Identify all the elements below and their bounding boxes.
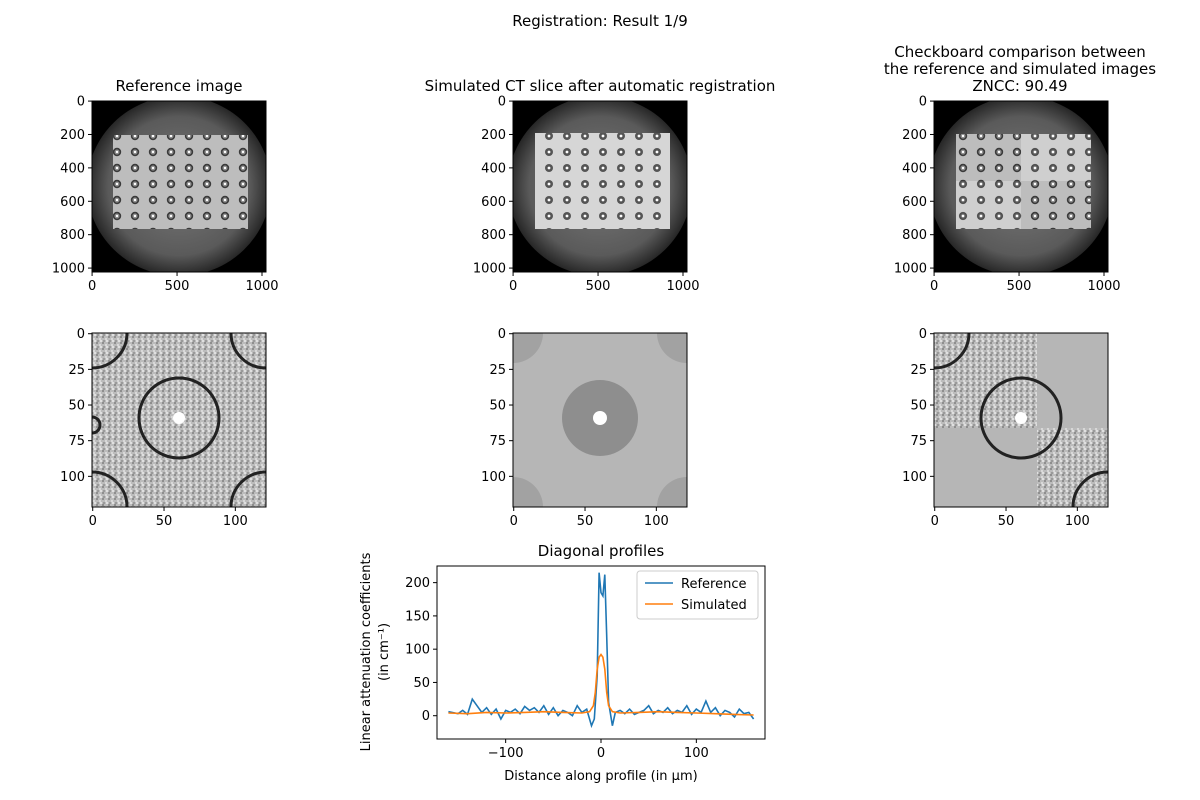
checkboard-crop-x-tick-label: 100 [1065,514,1090,529]
chart-y-tick-label: 150 [405,609,430,624]
chart-x-tick-label: −100 [488,746,524,761]
simulated-full-image [513,101,687,272]
reference-full-y-tick-label: 1000 [52,262,85,277]
checkboard-full-x-tick-label: 1000 [1087,279,1120,294]
figure-title: Registration: Result 1/9 [512,12,688,30]
checkboard-full-y-tick-label: 200 [902,128,927,143]
profile-chart: Diagonal profiles −100 0 100 0 50 100 150 200 D… [359,542,766,784]
checkboard-full-y-tick-label: 600 [902,195,927,210]
reference-image-title: Reference image [115,77,243,95]
reference-full-x-tick-label: 1000 [245,279,278,294]
simulated-full-y-tick-label: 1000 [473,262,506,277]
checkboard-title-line2: the reference and simulated images [883,60,1157,78]
simulated-full-x-tick-label: 0 [509,279,517,294]
reference-crop-y-tick-label: 100 [60,470,85,485]
y-axis-label-line1: Linear attenuation coefficients [359,552,374,751]
simulated-image-title: Simulated CT slice after automatic regis… [424,77,776,95]
checkboard-crop-x-tick-label: 0 [931,514,939,529]
reference-full-x-tick-label: 500 [165,279,190,294]
image-frames [91,100,1109,508]
reference-full-y-tick-label: 200 [60,128,85,143]
series-line-simulated [448,653,754,716]
checkboard-title-line1: Checkboard comparison between [894,43,1146,61]
checkboard-full-y-tick-label: 400 [902,161,927,176]
checkboard-full-image [934,101,1108,272]
chart-x-tick-label: 100 [684,746,709,761]
checkboard-title-zncc: ZNCC: 90.49 [972,77,1068,95]
checkboard-full-x-tick-label: 500 [1007,279,1032,294]
reference-crop-x-tick-label: 0 [89,514,97,529]
simulated-crop-y-tick-label: 0 [498,327,506,342]
reference-crop-x-tick-label: 100 [223,514,248,529]
reference-full-x-tick-label: 0 [88,279,96,294]
checkboard-full-x-tick-label: 0 [930,279,938,294]
reference-crop-y-tick-label: 75 [68,434,85,449]
simulated-crop-y-tick-label: 25 [489,363,506,378]
reference-full-y-tick-label: 600 [60,195,85,210]
simulated-crop-x-tick-label: 100 [644,514,669,529]
reference-full-y-tick-label: 0 [77,95,85,110]
reference-full-y-tick-label: 400 [60,161,85,176]
simulated-crop-x-tick-label: 50 [577,514,594,529]
reference-crop-x-tick-label: 50 [156,514,173,529]
reference-full-image [92,101,266,272]
simulated-crop-y-tick-label: 75 [489,434,506,449]
simulated-full-x-tick-label: 500 [586,279,611,294]
chart-x-tick-label: 0 [597,746,605,761]
checkboard-crop-image [934,333,1108,507]
chart-title: Diagonal profiles [538,542,665,560]
simulated-full-x-tick-label: 1000 [666,279,699,294]
reference-crop-y-tick-label: 50 [68,399,85,414]
series-line-reference [448,572,755,729]
reference-crop-y-tick-label: 0 [77,327,85,342]
checkboard-crop-y-tick-label: 100 [902,470,927,485]
simulated-crop-y-tick-label: 100 [481,470,506,485]
legend: Reference Simulated [636,570,759,620]
legend-label-reference: Reference [681,577,746,592]
checkboard-full-y-tick-label: 1000 [894,262,927,277]
checkboard-crop-y-tick-label: 50 [910,399,927,414]
x-axis-label: Distance along profile (in μm) [504,769,697,784]
chart-y-tick-label: 0 [422,709,430,724]
checkboard-crop-y-tick-label: 75 [910,434,927,449]
chart-y-tick-label: 200 [405,576,430,591]
y-axis-label-line2: (in cm⁻¹) [377,623,392,681]
simulated-full-y-tick-label: 0 [498,95,506,110]
checkboard-crop-y-tick-label: 0 [919,327,927,342]
simulated-full-y-tick-label: 200 [481,128,506,143]
legend-label-simulated: Simulated [681,598,747,613]
simulated-crop-image [513,333,687,507]
chart-y-tick-label: 100 [405,643,430,658]
checkboard-full-y-tick-label: 800 [902,228,927,243]
reference-crop-y-tick-label: 25 [68,363,85,378]
simulated-full-y-tick-label: 800 [481,228,506,243]
checkboard-crop-x-tick-label: 50 [998,514,1015,529]
reference-full-y-tick-label: 800 [60,228,85,243]
chart-y-tick-label: 50 [413,676,430,691]
simulated-full-y-tick-label: 400 [481,161,506,176]
simulated-crop-x-tick-label: 0 [510,514,518,529]
checkboard-full-y-tick-label: 0 [919,95,927,110]
simulated-crop-y-tick-label: 50 [489,399,506,414]
reference-crop-image [92,333,266,507]
simulated-full-y-tick-label: 600 [481,195,506,210]
checkboard-crop-y-tick-label: 25 [910,363,927,378]
